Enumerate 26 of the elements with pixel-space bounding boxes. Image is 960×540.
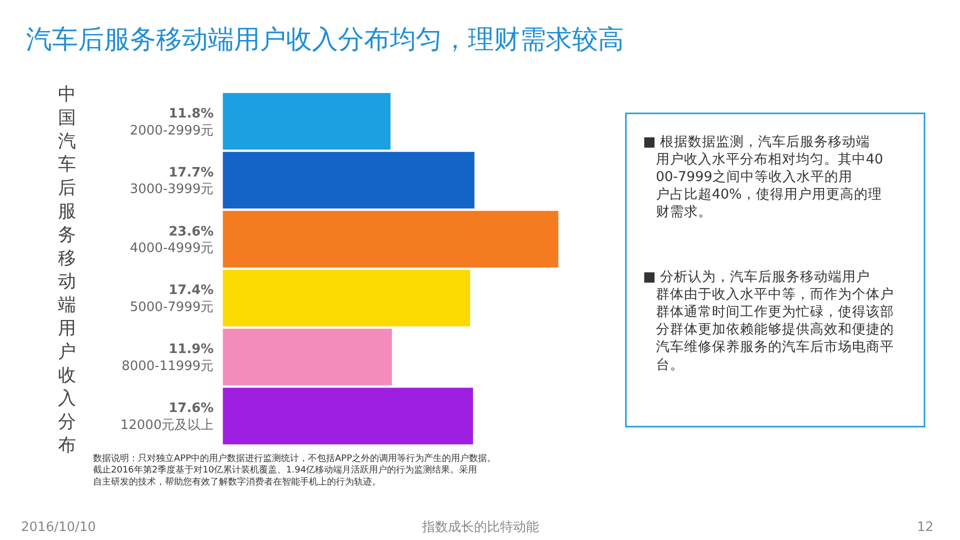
text: ■ 根据数据监测，汽车后服务移动端用户收入水平分布相对均匀。其中4000-7999之间中等收入水平的用户占比超40%，使得用户用更高的理财需求。 (643, 134, 884, 220)
bar (222, 92, 391, 150)
bar (222, 210, 558, 268)
y-tick-label: 3000-3999元 (130, 182, 214, 198)
data-label: 17.6% (168, 401, 214, 416)
data-label: 23.6% (168, 224, 214, 240)
bar (222, 270, 470, 326)
y-tick-label: 2000-2999元 (130, 123, 214, 138)
chart-title: 汽车后服务移动端用户收入分布均匀，理财需求较高 (26, 25, 624, 55)
text: ■ 分析认为，汽车后服务移动端用户群体由于收入水平中等，而作为个体户群体通常时间工作更为忙碌，使得该部分群体更加依赖能够提供高效和便捷的汽车维修保养服务的汽车后市场电商平台。 (643, 269, 894, 373)
y-tick-label: 12000元及以上 (120, 418, 214, 434)
y-tick-label: 5000-7999元 (130, 300, 214, 316)
data-label: 11.8% (168, 106, 214, 122)
text: 12 (917, 520, 934, 535)
y-tick-label: 8000-11999元 (122, 359, 214, 374)
text: 2016/10/10 (21, 520, 96, 535)
annotation: 数据说明：只对独立APP中的用户数据进行监测统计，不包括APP之外的调用等行为产生的用户数据。截止2016年第2季度基于对10亿累计装机覆盖、1.94亿移动端月活跃用户的行为监测结果。采用自主研发的技术，帮助您有效了解数字消费者在智能手机上的行为轨迹。 (93, 453, 496, 488)
bar (222, 152, 474, 209)
data-label: 17.7% (168, 165, 214, 180)
bar (222, 328, 392, 386)
data-label: 11.9% (168, 342, 214, 358)
y-tick-label: 4000-4999元 (130, 241, 214, 256)
bar (222, 388, 474, 444)
text: 指数成长的比特动能 (421, 520, 539, 535)
text: 中国汽车后服务移动端用户收入分布 (58, 84, 76, 456)
data-label: 17.4% (168, 283, 214, 298)
